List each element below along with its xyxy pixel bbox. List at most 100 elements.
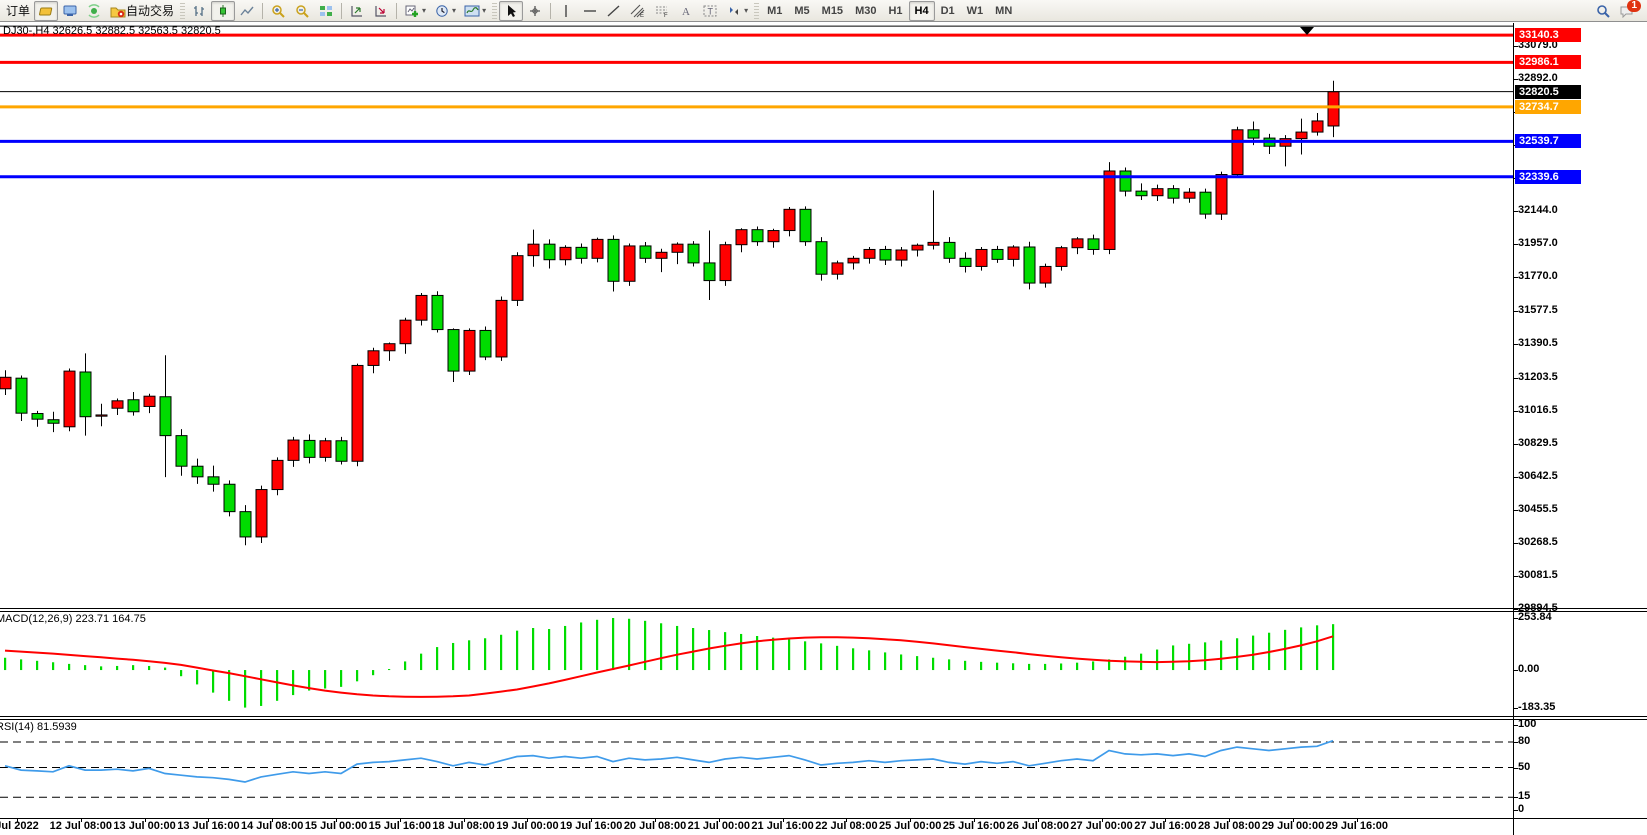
candle	[815, 237, 828, 281]
chevron-down-icon[interactable]: ▾	[744, 6, 749, 15]
axis-tick-label: 32144.0	[1518, 204, 1558, 217]
price-tag: 32339.6	[1515, 169, 1581, 184]
search-button[interactable]	[1591, 1, 1615, 21]
time-tick-mark	[1229, 818, 1231, 822]
macd-histogram-bar	[548, 629, 551, 671]
signals-button[interactable]	[82, 1, 106, 21]
candles-chart-button[interactable]	[211, 0, 236, 21]
time-tick-mark	[974, 818, 975, 822]
template-button[interactable]: ▾	[460, 1, 490, 21]
text-button[interactable]: A	[674, 1, 698, 21]
timeframe-button-h1[interactable]: H1	[888, 4, 903, 17]
axis-tick-label: 100	[1518, 718, 1537, 730]
candle	[111, 398, 124, 415]
macd-histogram-bar	[868, 650, 871, 671]
macd-histogram-bar	[196, 670, 199, 685]
candle	[447, 328, 460, 383]
autotrading-button[interactable]: 自动交易	[106, 1, 178, 21]
macd-histogram-bar	[692, 628, 695, 671]
axis-tick-label: 30829.5	[1518, 436, 1558, 449]
axis-tick-mark	[1513, 277, 1518, 279]
chevron-down-icon[interactable]: ▾	[422, 6, 427, 15]
macd-histogram-bar	[532, 628, 535, 671]
channel-icon: E	[630, 4, 646, 18]
axis-tick-label: 30081.5	[1518, 568, 1558, 581]
crosshair-icon	[527, 4, 543, 18]
macd-histogram-bar	[820, 643, 823, 671]
axis-tick-label: 31016.5	[1518, 403, 1558, 416]
crosshair-button[interactable]	[523, 1, 547, 21]
timeframe-button-m15[interactable]: M15	[821, 4, 844, 17]
candle	[687, 241, 700, 267]
timeframe-button-m1[interactable]: M1	[767, 4, 783, 17]
pane-separator-rsi[interactable]	[0, 716, 1647, 720]
vertical-line-button[interactable]	[554, 1, 578, 21]
trendline-button[interactable]	[602, 1, 626, 21]
timeframe-button-m5[interactable]: M5	[794, 4, 810, 17]
macd-histogram-bar	[1108, 659, 1111, 671]
time-tick-label: 13 Jul 00:00	[113, 820, 176, 832]
candle	[799, 206, 812, 246]
macd-histogram-bar	[724, 632, 727, 671]
down-triangle-marker[interactable]	[1300, 27, 1314, 35]
zoom-out-button[interactable]	[290, 1, 314, 21]
macd-histogram-bar	[1076, 662, 1079, 671]
pane-separator-macd[interactable]	[0, 608, 1647, 612]
period-clock-button[interactable]: ▾	[430, 1, 460, 21]
timeframe-button-m30[interactable]: M30	[855, 4, 877, 17]
macd-histogram-bar	[468, 640, 471, 671]
bars-chart-button[interactable]	[187, 1, 211, 21]
timeframe-button-w1[interactable]: W1	[966, 4, 984, 17]
macd-histogram-bar	[788, 639, 791, 671]
cursor-button[interactable]	[499, 0, 524, 21]
note-button[interactable]	[34, 0, 59, 21]
indicator-window-icon	[349, 4, 365, 18]
axis-tick-mark	[1513, 575, 1518, 577]
candle	[399, 317, 412, 354]
chevron-down-icon[interactable]: ▾	[452, 6, 457, 15]
chat-button[interactable]: 1	[1615, 0, 1641, 21]
timeframe-button-h4[interactable]: H4	[908, 0, 935, 21]
candle	[1199, 188, 1212, 219]
axis-tick-label: 0	[1518, 803, 1525, 815]
time-tick-mark	[208, 818, 210, 822]
timeframe-button-d1[interactable]: D1	[940, 4, 955, 17]
horizontal-line-button[interactable]	[578, 1, 602, 21]
tile-windows-button[interactable]	[314, 1, 338, 21]
market-depth-button[interactable]	[58, 1, 82, 21]
macd-histogram-bar	[116, 665, 119, 671]
new-order-button[interactable]: 订单	[2, 1, 34, 21]
arrows-button[interactable]: ▾	[722, 1, 752, 21]
macd-histogram-bar	[1204, 642, 1207, 671]
time-tick-label: 20 Jul 08:00	[623, 820, 687, 832]
time-tick-mark	[718, 818, 720, 822]
label-button[interactable]: T	[698, 1, 722, 21]
macd-histogram-bar	[324, 670, 327, 689]
macd-histogram-bar	[20, 659, 23, 671]
macd-histogram-bar	[420, 653, 423, 671]
macd-histogram-bar	[452, 642, 455, 671]
channel-button[interactable]: E	[626, 1, 650, 21]
fibonacci-icon: F	[654, 4, 670, 18]
zoom-in-button[interactable]	[266, 1, 290, 21]
chevron-down-icon[interactable]: ▾	[482, 6, 487, 15]
fibonacci-button[interactable]: F	[650, 1, 674, 21]
new-chart-button[interactable]: ▾	[400, 1, 430, 21]
time-tick-mark	[846, 818, 848, 822]
macd-histogram-bar	[996, 662, 999, 671]
axis-tick-label: 80	[1518, 735, 1531, 747]
indicator-window2-button[interactable]	[369, 1, 393, 21]
note-icon	[38, 4, 54, 18]
axis-tick-label: -183.35	[1518, 700, 1556, 713]
macd-pane[interactable]	[0, 612, 1513, 716]
timeframe-button-mn[interactable]: MN	[995, 4, 1013, 17]
main-price-pane[interactable]	[0, 23, 1513, 608]
time-tick-mark	[272, 818, 274, 822]
axis-tick-label: 30642.5	[1518, 469, 1558, 482]
indicator-window-button[interactable]	[345, 1, 369, 21]
candle	[335, 436, 348, 465]
candle	[159, 355, 172, 478]
line-chart-button[interactable]	[235, 1, 259, 21]
candle	[1327, 80, 1340, 138]
rsi-pane[interactable]	[0, 720, 1513, 818]
